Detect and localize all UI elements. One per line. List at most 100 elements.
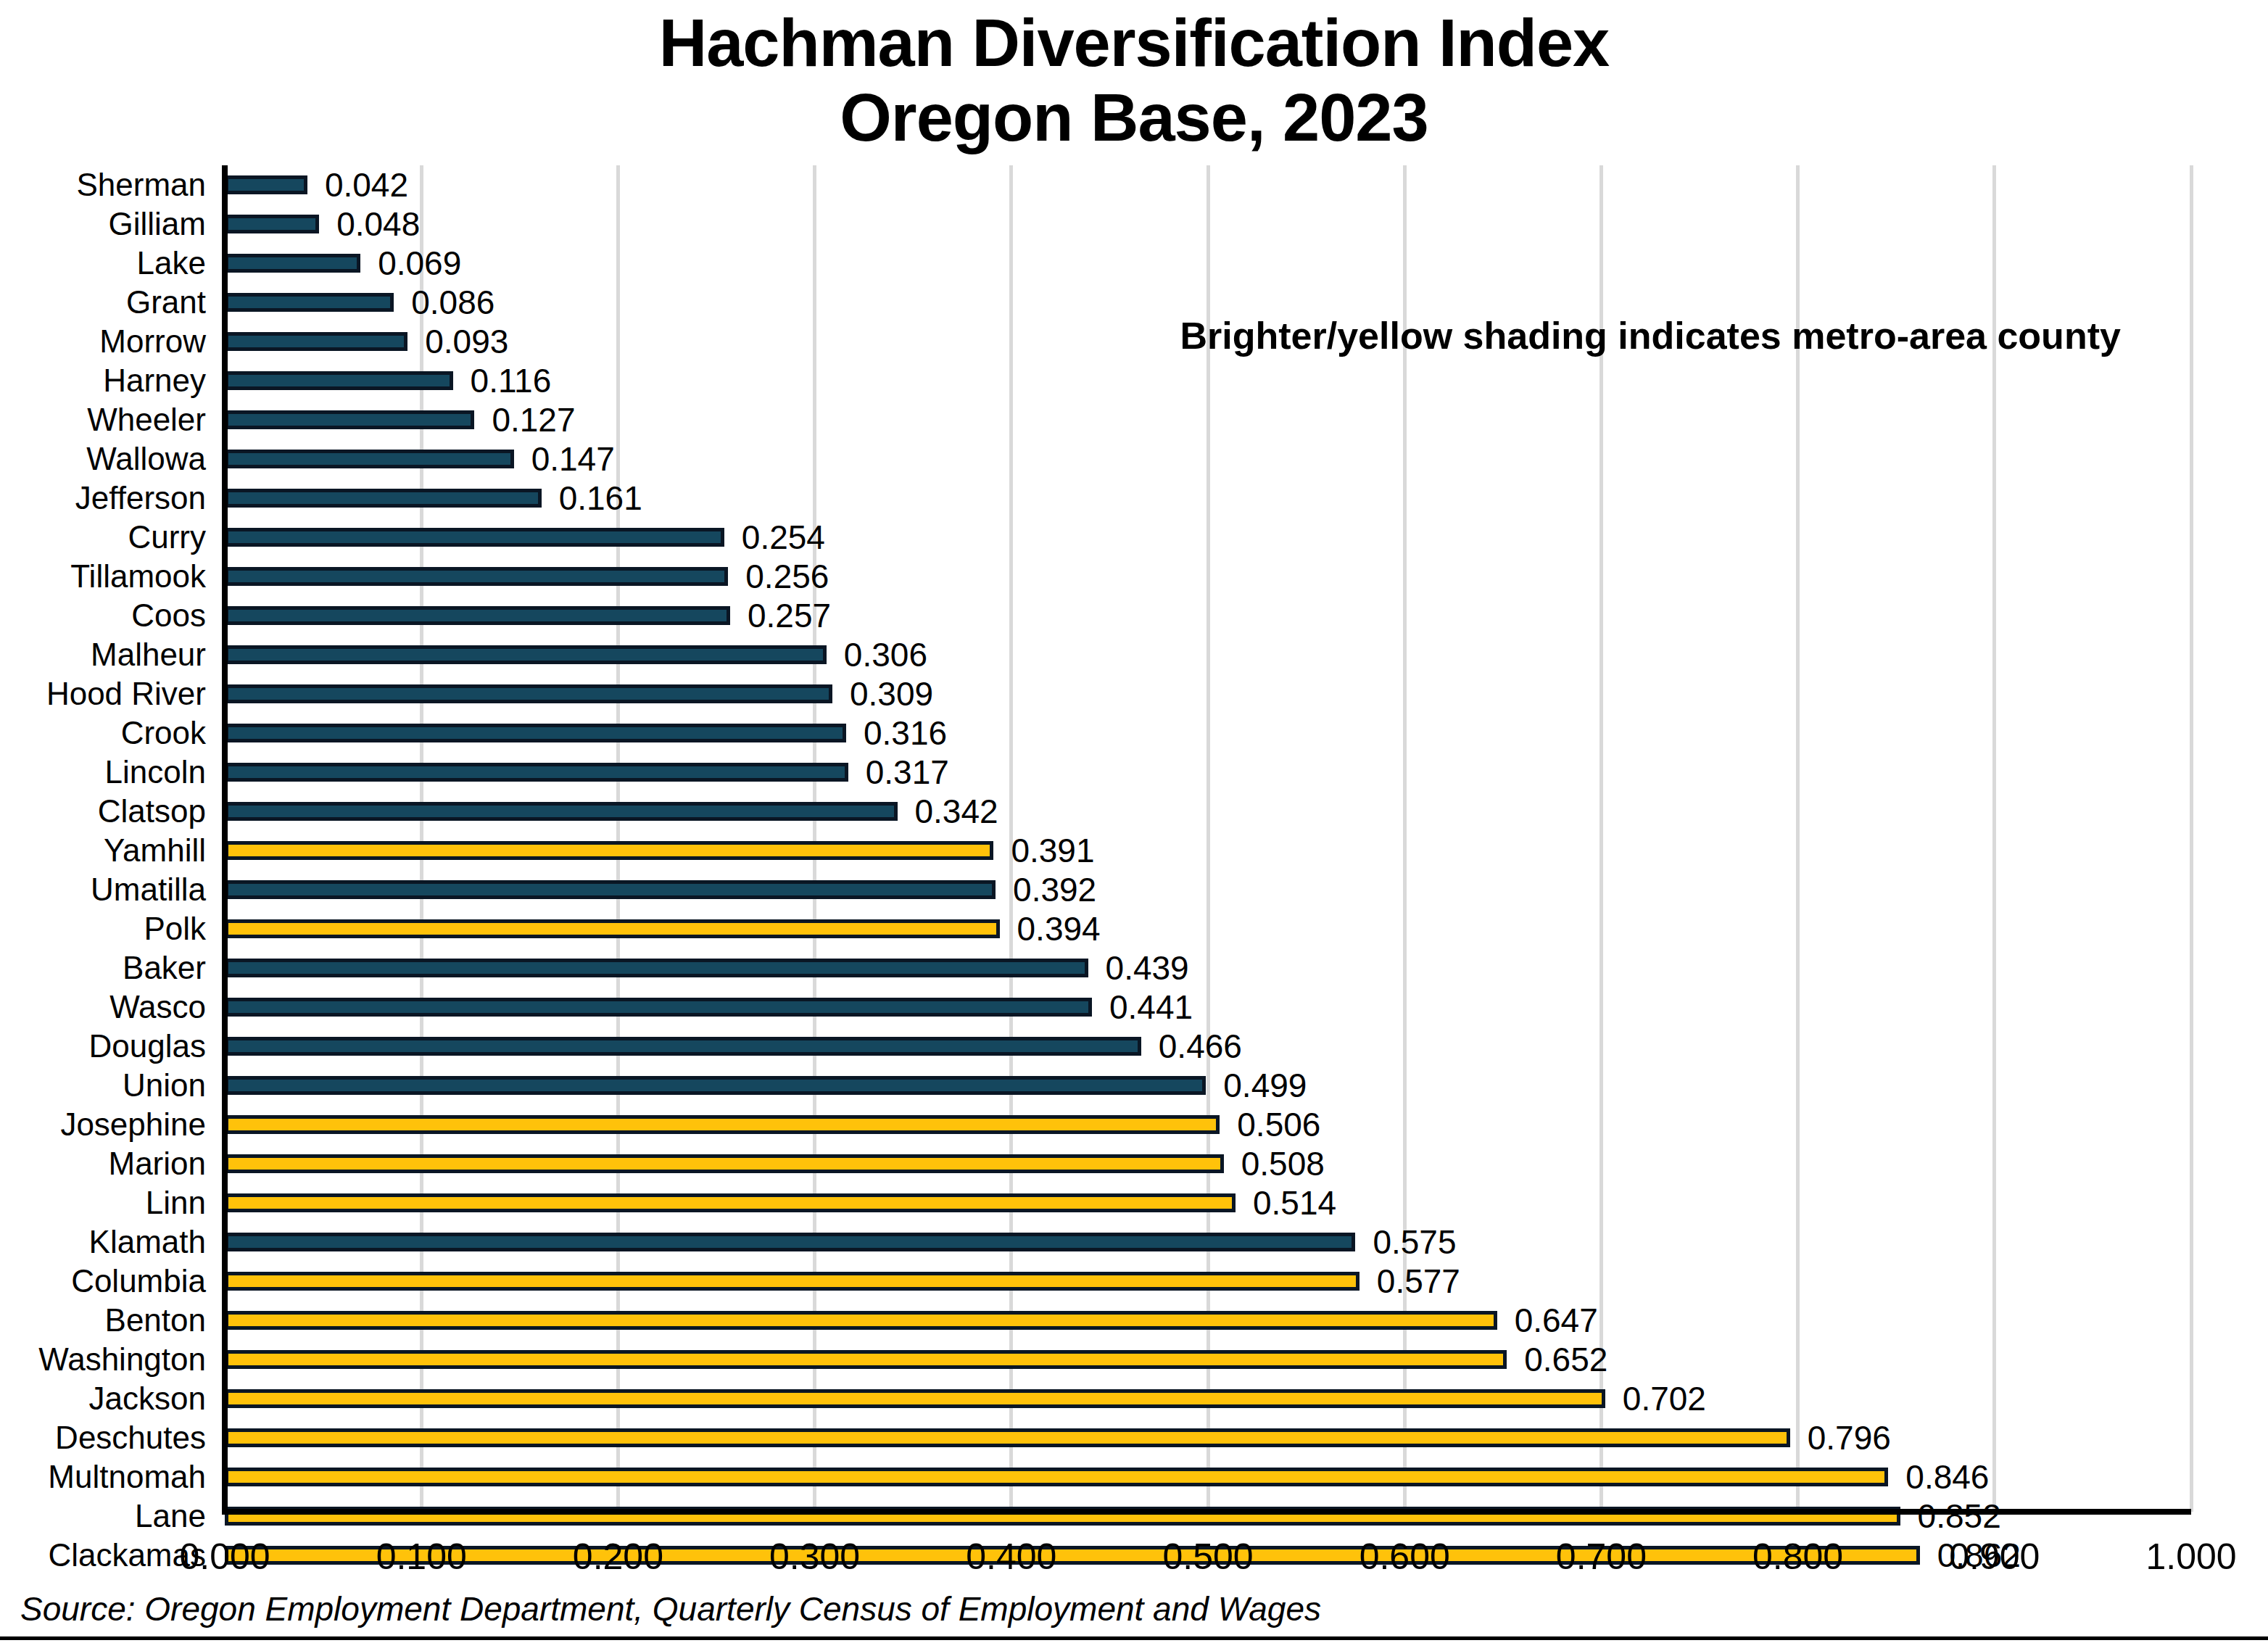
bar-metro [225,1389,1605,1408]
county-label: Sherman [76,167,206,203]
bar-metro [225,919,1000,938]
value-label: 0.309 [850,674,933,713]
bar-row: Union0.499 [225,1066,2191,1105]
bar-row: Lincoln0.317 [225,753,2191,792]
bar-metro [225,1154,1224,1173]
bar-non-metro [225,567,728,586]
bar-row: Deschutes0.796 [225,1418,2191,1457]
value-label: 0.161 [559,479,642,518]
bar-row: Marion0.508 [225,1144,2191,1183]
bar-non-metro [225,645,827,664]
bar-non-metro [225,1076,1206,1095]
bar-non-metro [225,802,898,821]
x-tick-label: 0.400 [966,1536,1056,1578]
bar-row: Douglas0.466 [225,1027,2191,1066]
county-label: Lake [137,245,206,281]
value-label: 0.577 [1377,1262,1460,1301]
bar-non-metro [225,410,474,429]
county-label: Gilliam [109,206,206,242]
bar-non-metro [225,606,730,625]
bar-non-metro [225,215,319,233]
bar-non-metro [225,998,1092,1017]
bar-metro [225,1272,1359,1291]
county-label: Yamhill [104,832,206,869]
bar-row: Hood River0.309 [225,674,2191,713]
bar-non-metro [225,684,832,703]
bar-row: Lake0.069 [225,244,2191,283]
chart-title-line1: Hachman Diversification Index [0,6,2268,80]
bar-row: Columbia0.577 [225,1262,2191,1301]
value-label: 0.702 [1623,1379,1706,1418]
county-label: Columbia [71,1263,206,1299]
county-label: Umatilla [91,872,206,908]
county-label: Morrow [99,323,206,360]
bar-row: Yamhill0.391 [225,831,2191,870]
county-label: Washington [38,1341,206,1378]
x-tick-label: 0.700 [1556,1536,1647,1578]
county-label: Josephine [60,1106,206,1143]
county-label: Benton [105,1302,206,1338]
county-label: Grant [126,284,206,320]
x-tick-label: 0.900 [1949,1536,2040,1578]
x-tick-label: 0.100 [376,1536,467,1578]
value-label: 0.048 [336,204,420,244]
county-label: Multnomah [48,1459,206,1495]
bar-row: Coos0.257 [225,596,2191,635]
county-label: Harney [103,363,206,399]
value-label: 0.394 [1017,909,1101,948]
value-label: 0.256 [745,557,829,596]
x-tick-label: 0.200 [573,1536,663,1578]
bar-row: Clatsop0.342 [225,792,2191,831]
value-label: 0.069 [378,244,461,283]
bar-non-metro [225,880,996,899]
county-label: Crook [121,715,206,751]
bar-row: Polk0.394 [225,909,2191,948]
bar-row: Harney0.116 [225,361,2191,400]
value-label: 0.254 [742,518,825,557]
value-label: 0.093 [425,322,508,361]
value-label: 0.466 [1159,1027,1242,1066]
value-label: 0.042 [325,165,408,204]
county-label: Lane [135,1498,206,1534]
bar-metro [225,1115,1220,1134]
bar-row: Crook0.316 [225,713,2191,753]
bar-row: Gilliam0.048 [225,204,2191,244]
county-label: Wasco [109,989,206,1025]
bar-row: Malheur0.306 [225,635,2191,674]
value-label: 0.257 [748,596,831,635]
value-label: 0.508 [1241,1144,1325,1183]
county-label: Jefferson [75,480,206,516]
county-label: Wheeler [87,402,206,438]
value-label: 0.514 [1253,1183,1336,1222]
bar-non-metro [225,332,407,351]
value-label: 0.796 [1808,1418,1891,1457]
source-note: Source: Oregon Employment Department, Qu… [20,1589,1321,1628]
x-tick-label: 0.800 [1752,1536,1843,1578]
bar-non-metro [225,371,453,390]
county-label: Wallowa [86,441,206,477]
bar-row: Benton0.647 [225,1301,2191,1340]
bar-non-metro [225,528,724,547]
county-label: Baker [123,950,206,986]
county-label: Union [123,1067,206,1104]
y-axis-line [222,165,228,1515]
bar-row: Washington0.652 [225,1340,2191,1379]
bar-metro [225,1468,1888,1486]
bar-row: Sherman0.042 [225,165,2191,204]
value-label: 0.392 [1013,870,1096,909]
bar-rows: Sherman0.042Gilliam0.048Lake0.069Grant0.… [225,165,2191,1512]
value-label: 0.575 [1373,1222,1456,1262]
county-label: Polk [144,911,206,947]
bar-metro [225,1193,1236,1212]
bar-non-metro [225,724,846,742]
bar-non-metro [225,1037,1141,1056]
bar-row: Linn0.514 [225,1183,2191,1222]
value-label: 0.652 [1524,1340,1607,1379]
county-label: Jackson [89,1381,206,1417]
chart-title-line2: Oregon Base, 2023 [0,80,2268,155]
bar-non-metro [225,450,514,468]
bar-row: Jackson0.702 [225,1379,2191,1418]
chart-title: Hachman Diversification Index Oregon Bas… [0,6,2268,155]
value-label: 0.342 [915,792,998,831]
bar-row: Jefferson0.161 [225,479,2191,518]
